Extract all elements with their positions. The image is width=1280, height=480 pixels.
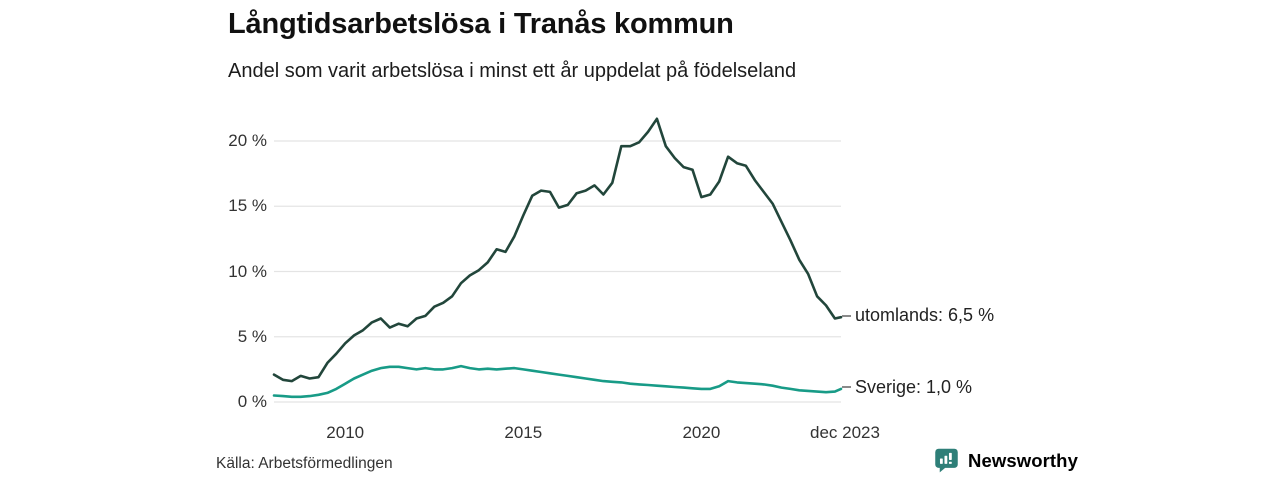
page-title: Långtidsarbetslösa i Tranås kommun [228, 8, 734, 40]
legend-item-sverige: Sverige: 1,0 % [842, 377, 972, 398]
source-note: Källa: Arbetsförmedlingen [216, 455, 393, 472]
bar-chart-speech-bubble-icon [935, 448, 958, 473]
y-axis-tick-label: 5 % [237, 326, 267, 346]
y-axis-tick-label: 10 % [228, 261, 267, 281]
legend-label-sverige: Sverige: 1,0 % [855, 376, 973, 397]
legend-dash-icon [842, 386, 851, 389]
legend-label-utomlands: utomlands: 6,5 % [855, 305, 995, 326]
legend-dash-icon [842, 314, 851, 317]
x-axis-tick-label: 2020 [682, 423, 721, 442]
legend-item-utomlands: utomlands: 6,5 % [842, 305, 994, 326]
newsworthy-logo: Newsworthy [933, 447, 1078, 474]
x-axis-tick-label: 2015 [504, 423, 543, 442]
brand-name: Newsworthy [968, 449, 1078, 471]
line-Sverige [272, 364, 843, 399]
line-utomlands [272, 117, 843, 383]
page-subtitle: Andel som varit arbetslösa i minst ett å… [228, 60, 797, 82]
x-axis-tick-label: dec 2023 [810, 423, 880, 442]
y-axis-tick-label: 15 % [228, 196, 267, 216]
y-axis-tick-label: 0 % [237, 392, 267, 411]
y-axis-tick-label: 20 % [228, 131, 267, 150]
x-axis-tick-label: 2010 [326, 423, 365, 442]
